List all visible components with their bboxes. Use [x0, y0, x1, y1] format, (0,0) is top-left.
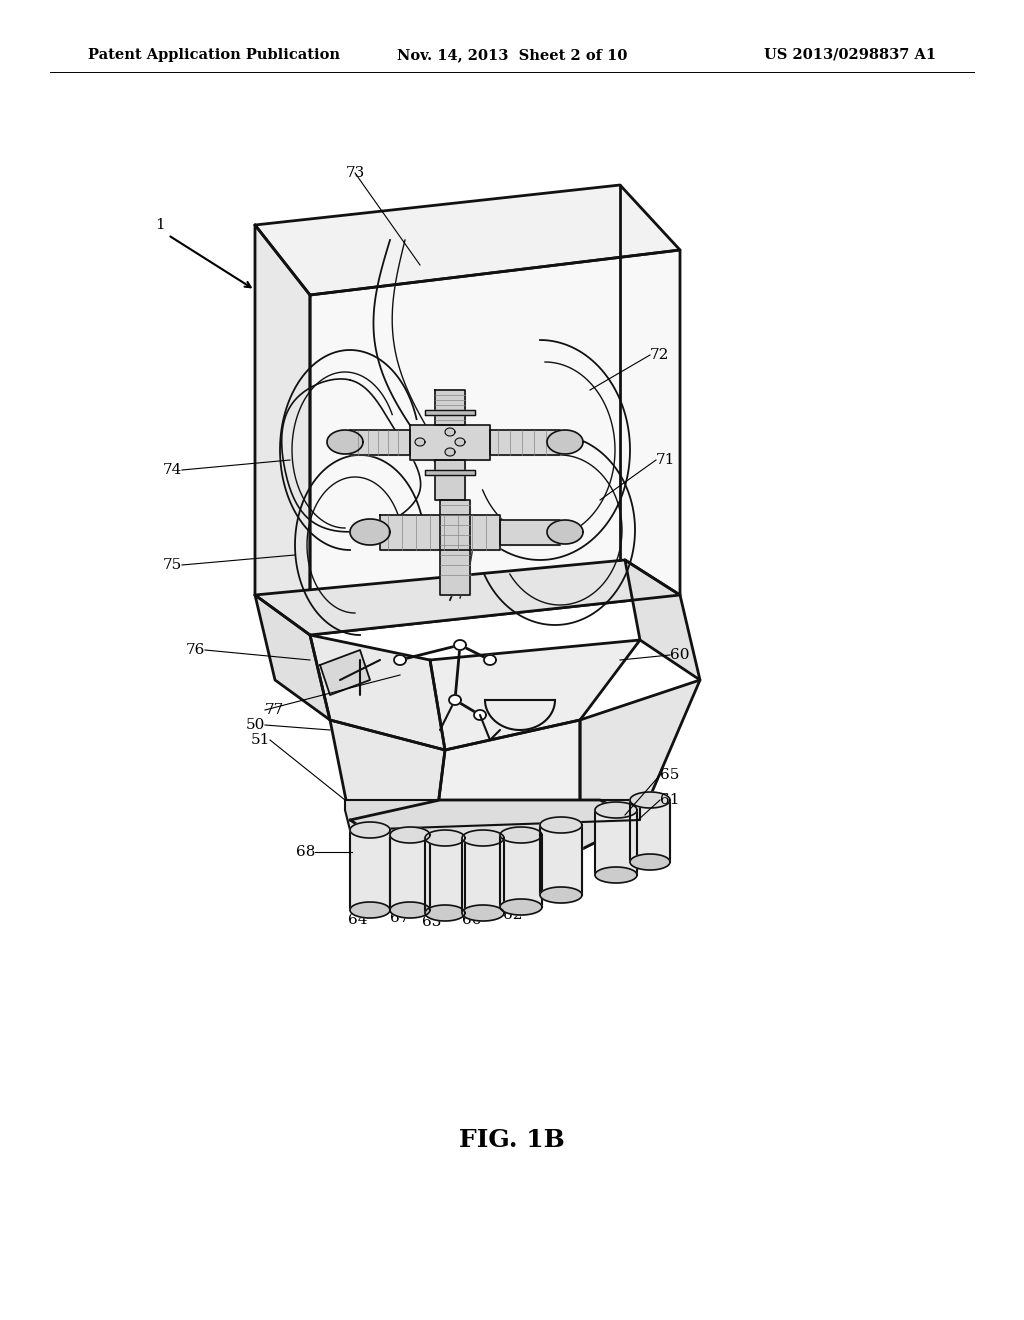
Polygon shape: [430, 640, 640, 750]
Text: Patent Application Publication: Patent Application Publication: [88, 48, 340, 62]
Polygon shape: [380, 515, 500, 550]
Text: 72: 72: [650, 348, 670, 362]
Polygon shape: [425, 470, 475, 475]
Polygon shape: [390, 902, 430, 917]
Polygon shape: [390, 836, 430, 909]
Polygon shape: [490, 430, 560, 455]
Polygon shape: [345, 800, 640, 830]
Polygon shape: [350, 830, 390, 909]
Polygon shape: [500, 520, 560, 545]
Polygon shape: [500, 828, 542, 843]
Text: US 2013/0298837 A1: US 2013/0298837 A1: [764, 48, 936, 62]
Polygon shape: [547, 520, 583, 544]
Polygon shape: [484, 655, 496, 665]
Text: 60: 60: [670, 648, 689, 663]
Polygon shape: [500, 836, 542, 907]
Text: 50: 50: [246, 718, 265, 733]
Polygon shape: [390, 828, 430, 843]
Polygon shape: [327, 430, 362, 454]
Polygon shape: [430, 719, 580, 870]
Polygon shape: [462, 838, 504, 913]
Text: 65: 65: [660, 768, 679, 781]
Polygon shape: [454, 640, 466, 649]
Polygon shape: [625, 560, 700, 680]
Polygon shape: [595, 803, 637, 818]
Text: 73: 73: [345, 166, 365, 180]
Text: 62: 62: [503, 908, 522, 921]
Polygon shape: [445, 447, 455, 455]
Text: 64: 64: [348, 913, 368, 927]
Polygon shape: [435, 459, 465, 500]
Text: 63: 63: [422, 915, 441, 929]
Polygon shape: [255, 560, 680, 635]
Polygon shape: [455, 438, 465, 446]
Text: 76: 76: [185, 643, 205, 657]
Polygon shape: [425, 906, 465, 921]
Text: 68: 68: [296, 845, 315, 859]
Polygon shape: [595, 810, 637, 875]
Polygon shape: [255, 595, 330, 719]
Polygon shape: [425, 411, 475, 414]
Polygon shape: [449, 696, 461, 705]
Polygon shape: [255, 185, 680, 294]
Polygon shape: [350, 800, 640, 870]
Polygon shape: [540, 887, 582, 903]
Polygon shape: [350, 902, 390, 917]
Polygon shape: [350, 822, 390, 838]
Polygon shape: [319, 649, 370, 696]
Text: 66: 66: [462, 913, 481, 927]
Text: 61: 61: [660, 793, 680, 807]
Polygon shape: [540, 817, 582, 833]
Polygon shape: [350, 519, 390, 545]
Polygon shape: [330, 719, 445, 870]
Polygon shape: [630, 792, 670, 808]
Polygon shape: [630, 854, 670, 870]
Text: Nov. 14, 2013  Sheet 2 of 10: Nov. 14, 2013 Sheet 2 of 10: [397, 48, 627, 62]
Polygon shape: [474, 710, 486, 719]
Polygon shape: [547, 430, 583, 454]
Polygon shape: [425, 838, 465, 913]
Text: 71: 71: [656, 453, 676, 467]
Polygon shape: [462, 906, 504, 921]
Text: 74: 74: [163, 463, 182, 477]
Polygon shape: [255, 224, 310, 635]
Polygon shape: [350, 430, 410, 455]
Text: 51: 51: [251, 733, 270, 747]
Polygon shape: [310, 635, 445, 750]
Polygon shape: [462, 830, 504, 846]
Polygon shape: [540, 825, 582, 895]
Polygon shape: [415, 438, 425, 446]
Polygon shape: [310, 249, 680, 635]
Text: 75: 75: [163, 558, 182, 572]
Text: 77: 77: [265, 704, 285, 717]
Text: FIG. 1B: FIG. 1B: [459, 1129, 565, 1152]
Polygon shape: [410, 425, 490, 459]
Text: 67: 67: [390, 911, 410, 925]
Polygon shape: [394, 655, 406, 665]
Polygon shape: [425, 830, 465, 846]
Polygon shape: [595, 867, 637, 883]
Polygon shape: [440, 500, 470, 595]
Polygon shape: [435, 389, 465, 425]
Text: 1: 1: [155, 218, 165, 232]
Polygon shape: [500, 899, 542, 915]
Polygon shape: [580, 680, 700, 850]
Polygon shape: [630, 800, 670, 862]
Polygon shape: [445, 428, 455, 436]
